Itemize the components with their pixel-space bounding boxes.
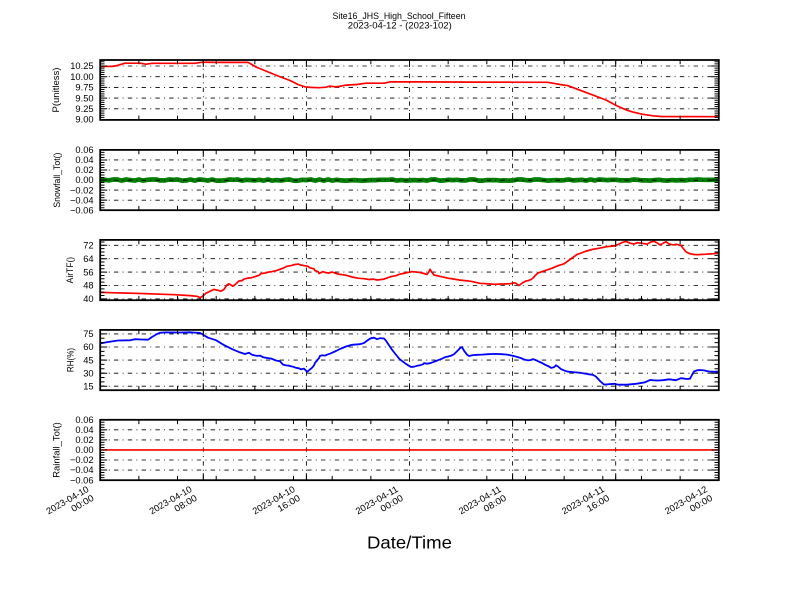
svg-text:75: 75 xyxy=(83,329,93,339)
svg-text:P(unitless): P(unitless) xyxy=(51,68,61,113)
svg-text:40: 40 xyxy=(83,294,93,304)
svg-text:−0.02: −0.02 xyxy=(70,455,94,465)
svg-text:−0.06: −0.06 xyxy=(70,475,94,485)
svg-text:56: 56 xyxy=(83,267,93,277)
svg-text:0.00: 0.00 xyxy=(75,445,93,455)
svg-text:60: 60 xyxy=(83,342,93,352)
svg-text:Snowfall_Tot(): Snowfall_Tot() xyxy=(52,153,62,208)
svg-text:Site16_JHS_High_School_Fifteen: Site16_JHS_High_School_Fifteen xyxy=(333,11,466,22)
svg-text:AirTF(): AirTF() xyxy=(65,257,75,284)
svg-text:−0.06: −0.06 xyxy=(70,205,94,215)
svg-text:10.00: 10.00 xyxy=(70,72,93,82)
svg-text:9.25: 9.25 xyxy=(75,104,93,114)
svg-text:−0.04: −0.04 xyxy=(70,465,94,475)
svg-text:10.25: 10.25 xyxy=(70,61,93,71)
svg-text:Date/Time: Date/Time xyxy=(367,533,452,553)
svg-text:15: 15 xyxy=(83,381,93,391)
svg-text:30: 30 xyxy=(83,368,93,378)
svg-text:9.00: 9.00 xyxy=(75,115,93,125)
svg-text:48: 48 xyxy=(83,281,93,291)
svg-text:RH(%): RH(%) xyxy=(66,348,76,372)
svg-text:64: 64 xyxy=(83,254,93,264)
svg-text:−0.04: −0.04 xyxy=(70,195,94,205)
svg-text:0.06: 0.06 xyxy=(75,145,93,155)
svg-text:−0.02: −0.02 xyxy=(70,185,94,195)
svg-text:0.04: 0.04 xyxy=(75,425,93,435)
svg-text:0.00: 0.00 xyxy=(75,175,93,185)
svg-text:0.02: 0.02 xyxy=(75,165,93,175)
svg-text:0.04: 0.04 xyxy=(75,155,93,165)
svg-text:0.06: 0.06 xyxy=(75,415,93,425)
svg-text:9.50: 9.50 xyxy=(75,93,93,103)
svg-text:2023-04-12 - (2023-102): 2023-04-12 - (2023-102) xyxy=(348,21,452,32)
svg-text:Rainfall_Tot(): Rainfall_Tot() xyxy=(52,422,62,478)
svg-text:9.75: 9.75 xyxy=(75,83,93,93)
svg-text:72: 72 xyxy=(83,241,93,251)
svg-text:0.02: 0.02 xyxy=(75,435,93,445)
svg-text:45: 45 xyxy=(83,355,93,365)
